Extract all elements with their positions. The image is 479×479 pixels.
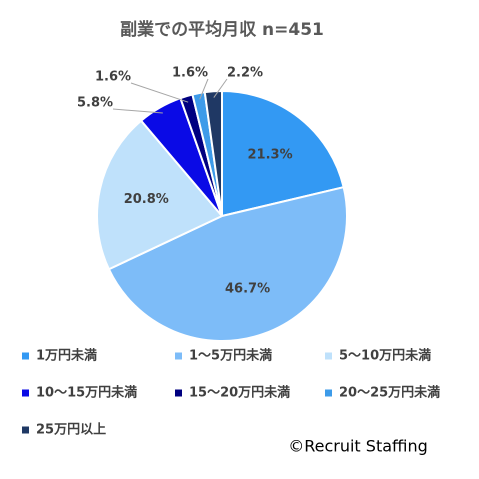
leader-line xyxy=(199,78,209,100)
legend-swatch xyxy=(325,389,332,397)
legend-swatch xyxy=(22,426,29,434)
legend-swatch xyxy=(325,352,332,360)
legend-label: 25万円以上 xyxy=(36,423,106,438)
legend-label: 20～25万円未満 xyxy=(339,385,440,401)
data-label: 21.3% xyxy=(248,148,293,163)
leader-line xyxy=(130,82,189,103)
legend-swatch xyxy=(175,389,182,397)
data-label: 20.8% xyxy=(124,192,169,207)
pie-slice xyxy=(203,89,223,217)
pie-slice xyxy=(96,119,224,271)
legend-swatch xyxy=(175,352,182,360)
data-label: 2.2% xyxy=(227,66,263,81)
leader-line xyxy=(213,78,228,98)
data-label: 1.6% xyxy=(95,70,131,85)
credit: ©Recruit Staffing xyxy=(288,437,428,456)
leader-line xyxy=(112,108,163,114)
pie-slice xyxy=(107,185,348,342)
legend-swatch xyxy=(22,389,29,397)
legend-label: 15～20万円未満 xyxy=(189,385,290,401)
legend-label: 10～15万円未満 xyxy=(36,385,137,401)
legend-label: 1万円未満 xyxy=(36,348,97,364)
pie-slice xyxy=(221,89,345,218)
legend-label: 5～10万円未満 xyxy=(339,348,431,364)
chart-title: 副業での平均月収 n=451 xyxy=(120,19,324,40)
legend-label: 1～5万円未満 xyxy=(189,348,272,364)
data-label: 46.7% xyxy=(225,282,270,297)
data-label: 5.8% xyxy=(77,96,113,111)
data-label: 1.6% xyxy=(172,66,208,81)
legend-swatch xyxy=(22,352,29,360)
